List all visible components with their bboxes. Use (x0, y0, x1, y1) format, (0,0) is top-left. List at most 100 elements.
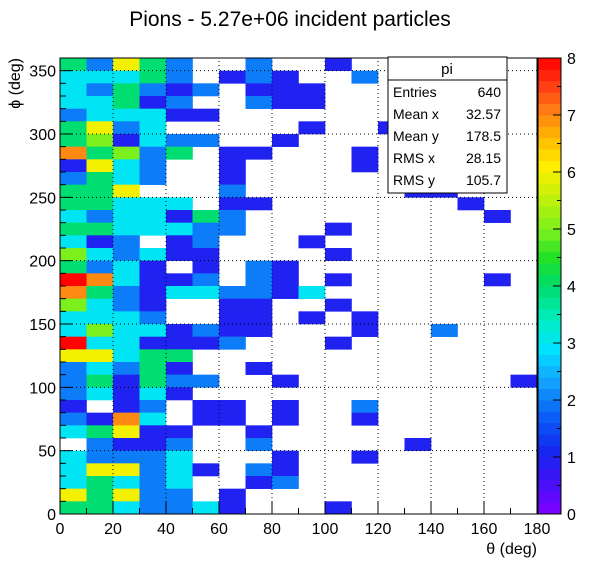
heatmap-cell (86, 286, 114, 299)
stats-row-value: 178.5 (466, 128, 501, 144)
stats-rows: Entries 640 Mean x 32.57 Mean y 178.5 RMS x 28.… (393, 84, 501, 188)
heatmap-cell (113, 286, 140, 299)
heatmap-cell (86, 83, 114, 97)
stats-box: pi Entries 640 Mean x 32.57 Mean y 178.5 RMS x… (387, 56, 508, 194)
x-axis-label: θ (deg) (486, 541, 537, 558)
stats-row-label: RMS y (393, 172, 435, 188)
heatmap-cell (86, 438, 114, 451)
heatmap-cell (166, 146, 193, 160)
heatmap-cell (245, 425, 273, 439)
heatmap-cell (113, 400, 140, 413)
heatmap-cell (60, 248, 87, 261)
heatmap-cell (139, 286, 167, 299)
heatmap-cell (166, 450, 193, 464)
heatmap-cell (272, 463, 299, 477)
palette-band (538, 92, 561, 104)
color-palette: 0 1 2 3 4 5 6 7 8 (537, 51, 576, 524)
heatmap-cell (113, 58, 140, 71)
heatmap-cell (139, 58, 167, 71)
heatmap-cell (113, 197, 140, 211)
heatmap-cell (298, 121, 326, 135)
heatmap-cell (86, 450, 114, 464)
palette-band (538, 308, 561, 321)
heatmap-cell (113, 172, 140, 185)
palette-band (538, 217, 561, 230)
palette-band (538, 126, 561, 139)
palette-band (538, 343, 561, 355)
heatmap-cell (60, 260, 87, 274)
heatmap-cell (351, 324, 379, 337)
heatmap-cell (86, 108, 114, 122)
heatmap-cell (60, 172, 87, 185)
heatmap-cell (192, 374, 220, 388)
heatmap-cell (192, 501, 220, 515)
heatmap-cell (192, 324, 220, 337)
heatmap-cell (113, 476, 140, 489)
heatmap-cell (245, 324, 273, 337)
heatmap-cell (113, 349, 140, 363)
palette-band (538, 365, 561, 378)
heatmap-cell (166, 374, 193, 388)
heatmap-cell (60, 210, 87, 223)
heatmap-cell (139, 83, 167, 97)
heatmap-cell (484, 210, 511, 223)
heatmap-cell (60, 298, 87, 312)
palette-band (538, 457, 561, 469)
heatmap-cell (192, 108, 220, 122)
heatmap-cell (166, 425, 193, 439)
heatmap-cell (166, 248, 193, 261)
heatmap-cell (86, 425, 114, 439)
heatmap-cell (139, 501, 167, 515)
heatmap-cell (113, 146, 140, 160)
heatmap-cell (298, 311, 326, 325)
heatmap-cell (166, 273, 193, 287)
heatmap-cell (86, 260, 114, 274)
heatmap-cell (192, 273, 220, 287)
heatmap-cell (166, 83, 193, 97)
heatmap-cell (60, 387, 87, 401)
heatmap-cell (60, 501, 87, 515)
heatmap-cell (219, 501, 246, 515)
heatmap-cell (60, 184, 87, 198)
heatmap-cell (139, 412, 167, 426)
heatmap-cell (113, 248, 140, 261)
heatmap-cell (166, 286, 193, 299)
heatmap-cell (192, 210, 220, 223)
palette-band (538, 377, 561, 389)
heatmap-cell (166, 463, 193, 477)
heatmap-cell (298, 286, 326, 299)
heatmap-cell (139, 450, 167, 464)
heatmap-cell (113, 184, 140, 198)
heatmap-cell (166, 501, 193, 515)
palette-tick-label: 4 (567, 279, 576, 296)
heatmap-cell (192, 248, 220, 261)
heatmap-cell (245, 311, 273, 325)
palette-band (538, 240, 561, 253)
heatmap-cell (166, 349, 193, 363)
heatmap-cell (86, 197, 114, 211)
palette-band (538, 320, 561, 332)
x-tick-label: 40 (157, 521, 175, 538)
heatmap-cell (86, 501, 114, 515)
heatmap-cell (351, 311, 379, 325)
palette-band (538, 160, 561, 173)
heatmap-cell (86, 387, 114, 401)
heatmap-cell (139, 311, 167, 325)
heatmap-cell (60, 374, 87, 388)
heatmap-cell (219, 488, 246, 502)
heatmap-cell (86, 248, 114, 261)
palette-band (538, 274, 561, 287)
heatmap-cell (245, 438, 273, 451)
y-tick-label: 0 (47, 507, 56, 524)
heatmap-cell (86, 70, 114, 84)
heatmap-cell (166, 197, 193, 211)
heatmap-cell (139, 159, 167, 173)
heatmap-cell (219, 311, 246, 325)
heatmap-cell (60, 450, 87, 464)
heatmap-cell (219, 172, 246, 185)
heatmap-cell (113, 121, 140, 135)
heatmap-cell (113, 450, 140, 464)
heatmap-cell (325, 336, 352, 350)
stats-row-value: 28.15 (466, 150, 501, 166)
x-tick-label: 180 (524, 521, 551, 538)
